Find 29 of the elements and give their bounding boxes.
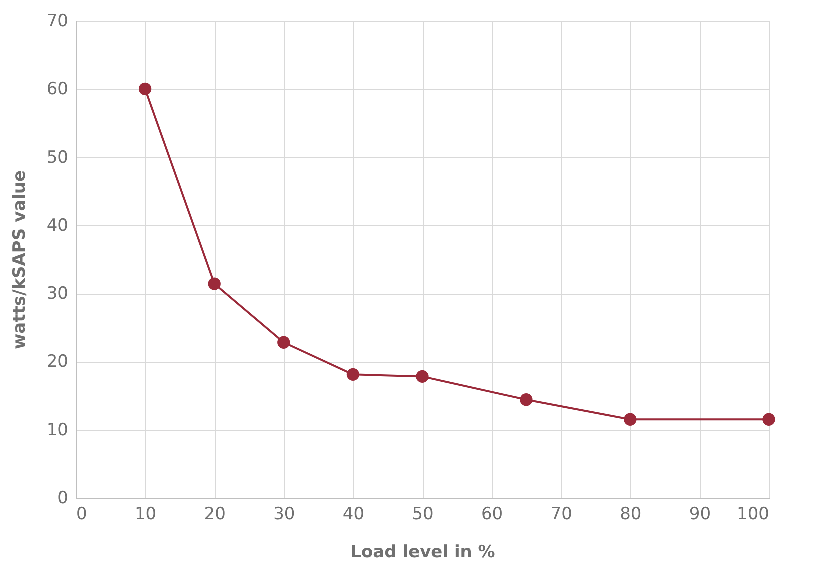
point: [762, 413, 776, 426]
point: [208, 278, 221, 290]
x-tick-label: 20: [204, 504, 226, 524]
x-tick-label: 0: [76, 504, 88, 524]
y-tick-label: 50: [46, 148, 68, 168]
x-tick-label: 70: [550, 504, 572, 524]
x-tick-label: 100: [737, 504, 770, 524]
x-tick-label: 10: [134, 504, 157, 524]
y-tick-label: 20: [46, 352, 68, 372]
y-tick-label: 70: [46, 12, 68, 32]
y-axis-title: watts/kSAPS value: [10, 170, 30, 350]
point: [624, 413, 637, 426]
y-tick-label: 40: [46, 216, 68, 236]
x-tick-label: 40: [342, 504, 365, 524]
y-tick-label: 60: [46, 80, 68, 100]
x-tick-label: 90: [689, 504, 712, 524]
point: [520, 394, 533, 406]
y-tick-label: 10: [46, 420, 68, 440]
y-tick-label: 0: [58, 488, 68, 508]
point: [138, 82, 152, 96]
x-tick-label: 80: [620, 504, 642, 524]
x-tick-label: 60: [481, 504, 504, 524]
point: [278, 336, 290, 349]
x-tick-label: 50: [412, 504, 434, 524]
point: [416, 370, 429, 384]
point: [346, 368, 360, 381]
y-tick-label: 30: [46, 284, 68, 304]
x-tick-label: 30: [274, 504, 296, 524]
x-axis-title: Load level in %: [350, 542, 496, 562]
